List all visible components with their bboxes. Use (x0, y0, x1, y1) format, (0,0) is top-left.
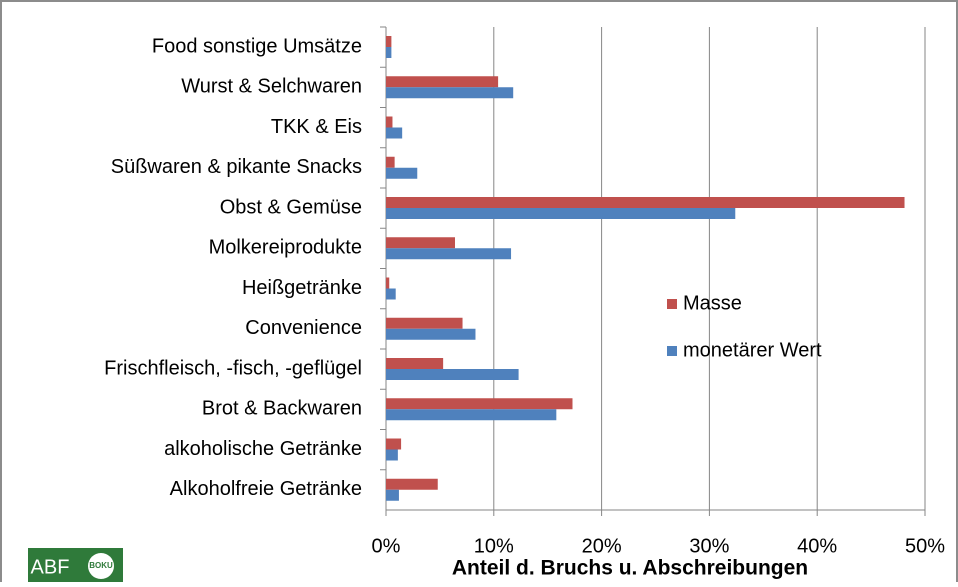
bar (386, 489, 399, 501)
bar (386, 208, 736, 219)
bar (386, 369, 519, 380)
y-tick-label: Food sonstige Umsätze (152, 35, 362, 57)
y-tick-label: TKK & Eis (271, 116, 362, 138)
x-tick-label: 50% (905, 535, 945, 557)
y-tick-label: Convenience (245, 317, 362, 339)
logo-text: ABF (31, 556, 70, 578)
x-tick-label: 0% (372, 535, 401, 557)
bar (386, 156, 395, 168)
bar (386, 36, 392, 47)
legend-label: monetärer Wert (683, 339, 822, 361)
y-tick-label: alkoholische Getränke (164, 438, 362, 460)
y-tick-label: Frischfleisch, -fisch, -geflügel (104, 357, 362, 379)
y-tick-label: Süßwaren & pikante Snacks (111, 156, 362, 178)
bar (386, 317, 463, 329)
bar (386, 328, 476, 340)
bar (386, 197, 905, 208)
bar (386, 358, 444, 369)
y-tick-label: Brot & Backwaren (202, 398, 362, 420)
bar (386, 237, 455, 249)
y-tick-label: Heißgetränke (242, 277, 362, 299)
bar (386, 277, 390, 289)
logo: ABF BOKU (28, 548, 123, 582)
bar (386, 87, 514, 99)
legend-swatch (667, 299, 677, 309)
y-tick-label: Molkereiprodukte (209, 237, 362, 259)
bar (386, 288, 396, 300)
legend-swatch (667, 346, 677, 356)
logo-text: BOKU (89, 561, 113, 570)
bar (386, 167, 418, 179)
x-tick-label: 10% (474, 535, 514, 557)
bar (386, 248, 512, 260)
bar (386, 438, 402, 450)
bar (386, 127, 403, 139)
x-axis-title: Anteil d. Bruchs u. Abschreibungen (452, 557, 808, 580)
bar (386, 449, 398, 461)
bar (386, 398, 573, 410)
y-tick-label: Wurst & Selchwaren (181, 76, 362, 98)
logo-circle (88, 553, 114, 579)
bar (386, 409, 557, 421)
x-tick-label: 40% (797, 535, 837, 557)
bar (386, 116, 393, 128)
legend-label: Masse (683, 292, 742, 314)
bar (386, 76, 499, 88)
x-tick-label: 20% (582, 535, 622, 557)
bar (386, 47, 392, 58)
y-tick-label: Alkoholfreie Getränke (170, 478, 362, 500)
y-tick-label: Obst & Gemüse (220, 196, 362, 218)
x-tick-label: 30% (689, 535, 729, 557)
bar (386, 478, 438, 490)
